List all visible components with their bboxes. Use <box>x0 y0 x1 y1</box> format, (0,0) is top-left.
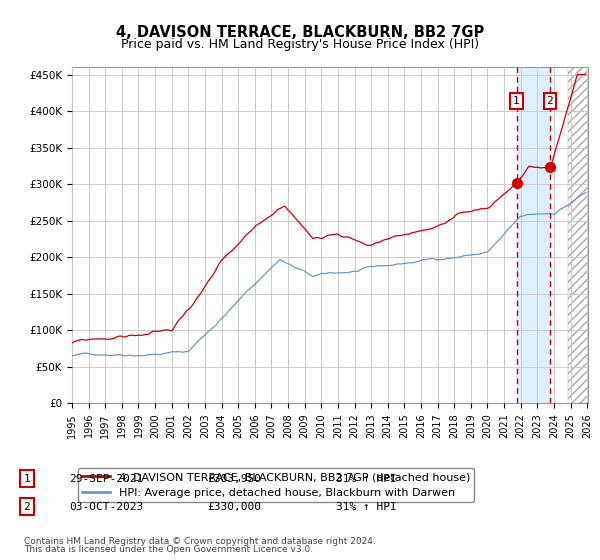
Text: This data is licensed under the Open Government Licence v3.0.: This data is licensed under the Open Gov… <box>24 545 313 554</box>
Text: £330,000: £330,000 <box>207 502 261 512</box>
Text: 31% ↑ HPI: 31% ↑ HPI <box>336 502 397 512</box>
Text: Contains HM Land Registry data © Crown copyright and database right 2024.: Contains HM Land Registry data © Crown c… <box>24 537 376 546</box>
Text: 1: 1 <box>23 474 31 484</box>
Text: 31% ↑ HPI: 31% ↑ HPI <box>336 474 397 484</box>
Text: 29-SEP-2021: 29-SEP-2021 <box>69 474 143 484</box>
Legend: 4, DAVISON TERRACE, BLACKBURN, BB2 7GP (detached house), HPI: Average price, det: 4, DAVISON TERRACE, BLACKBURN, BB2 7GP (… <box>77 468 475 502</box>
Text: 1: 1 <box>513 96 520 106</box>
Text: £303,950: £303,950 <box>207 474 261 484</box>
Text: Price paid vs. HM Land Registry's House Price Index (HPI): Price paid vs. HM Land Registry's House … <box>121 38 479 51</box>
Text: 4, DAVISON TERRACE, BLACKBURN, BB2 7GP: 4, DAVISON TERRACE, BLACKBURN, BB2 7GP <box>116 25 484 40</box>
Text: 2: 2 <box>23 502 31 512</box>
Bar <box>517 67 550 403</box>
Text: 03-OCT-2023: 03-OCT-2023 <box>69 502 143 512</box>
Text: 2: 2 <box>547 96 553 106</box>
